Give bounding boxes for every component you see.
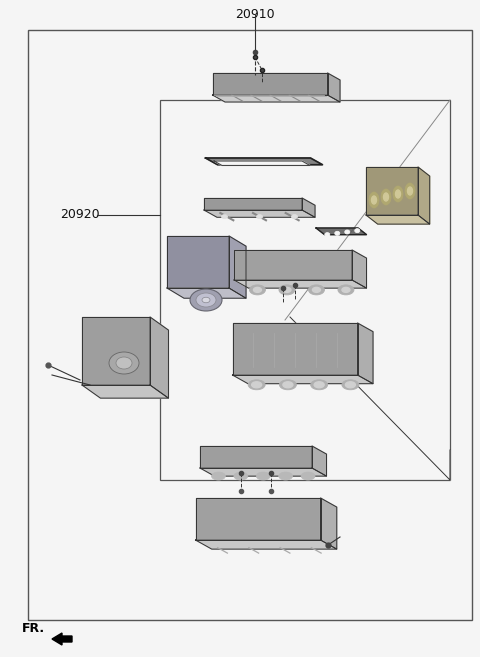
Ellipse shape	[372, 196, 376, 204]
Bar	[28, 30, 472, 620]
Polygon shape	[316, 228, 367, 235]
Polygon shape	[234, 280, 367, 288]
Ellipse shape	[311, 380, 328, 390]
Polygon shape	[321, 498, 337, 549]
Polygon shape	[214, 161, 310, 166]
Ellipse shape	[256, 215, 263, 219]
Ellipse shape	[279, 285, 295, 295]
Polygon shape	[213, 95, 340, 102]
Ellipse shape	[234, 472, 248, 480]
Polygon shape	[352, 250, 367, 288]
Ellipse shape	[277, 342, 296, 353]
Polygon shape	[418, 167, 430, 224]
Ellipse shape	[250, 285, 265, 295]
Ellipse shape	[279, 380, 296, 390]
Polygon shape	[200, 468, 326, 476]
Ellipse shape	[274, 347, 278, 349]
Polygon shape	[232, 323, 358, 375]
Polygon shape	[167, 288, 246, 298]
Polygon shape	[150, 317, 168, 398]
Text: 20920: 20920	[60, 208, 100, 221]
Polygon shape	[82, 317, 150, 385]
Polygon shape	[366, 215, 430, 224]
Polygon shape	[167, 236, 229, 288]
Polygon shape	[234, 250, 352, 280]
Ellipse shape	[202, 297, 210, 303]
Bar	[160, 100, 450, 480]
Ellipse shape	[251, 347, 255, 349]
Ellipse shape	[355, 229, 360, 233]
Ellipse shape	[314, 382, 324, 388]
Ellipse shape	[312, 287, 321, 292]
Polygon shape	[82, 385, 168, 398]
Ellipse shape	[253, 287, 262, 292]
Ellipse shape	[283, 287, 291, 292]
Ellipse shape	[325, 233, 330, 237]
Ellipse shape	[196, 293, 216, 307]
Ellipse shape	[405, 183, 415, 199]
Ellipse shape	[384, 193, 388, 201]
Ellipse shape	[396, 190, 400, 198]
Ellipse shape	[279, 472, 293, 480]
Ellipse shape	[345, 230, 350, 234]
Polygon shape	[204, 198, 302, 210]
Polygon shape	[204, 210, 315, 217]
Ellipse shape	[346, 382, 355, 388]
Ellipse shape	[301, 472, 315, 480]
Ellipse shape	[309, 285, 324, 295]
Ellipse shape	[335, 231, 340, 235]
Polygon shape	[358, 323, 373, 384]
Polygon shape	[213, 73, 327, 95]
Ellipse shape	[298, 347, 302, 349]
Polygon shape	[229, 236, 246, 298]
Polygon shape	[234, 340, 366, 348]
Polygon shape	[52, 633, 72, 645]
Polygon shape	[327, 73, 340, 102]
Ellipse shape	[342, 287, 350, 292]
Polygon shape	[195, 498, 321, 540]
Ellipse shape	[256, 472, 270, 480]
Ellipse shape	[307, 342, 325, 353]
Ellipse shape	[221, 215, 228, 219]
Polygon shape	[205, 158, 323, 165]
Polygon shape	[366, 167, 418, 215]
Ellipse shape	[322, 347, 325, 349]
Text: 20910: 20910	[235, 8, 275, 21]
Ellipse shape	[342, 380, 359, 390]
Ellipse shape	[291, 215, 298, 219]
Polygon shape	[200, 446, 312, 468]
Ellipse shape	[336, 342, 355, 353]
Ellipse shape	[212, 472, 226, 480]
Ellipse shape	[338, 285, 354, 295]
Ellipse shape	[393, 186, 403, 202]
Ellipse shape	[190, 289, 222, 311]
Ellipse shape	[381, 189, 391, 205]
Polygon shape	[302, 198, 315, 217]
Ellipse shape	[248, 342, 266, 353]
Ellipse shape	[283, 382, 293, 388]
Polygon shape	[195, 540, 337, 549]
Text: FR.: FR.	[22, 622, 45, 635]
Polygon shape	[232, 375, 373, 384]
Ellipse shape	[116, 357, 132, 369]
Ellipse shape	[252, 382, 262, 388]
Ellipse shape	[345, 347, 349, 349]
Ellipse shape	[109, 352, 139, 374]
Ellipse shape	[369, 192, 379, 208]
Ellipse shape	[408, 187, 412, 195]
Ellipse shape	[248, 380, 265, 390]
Polygon shape	[312, 446, 326, 476]
